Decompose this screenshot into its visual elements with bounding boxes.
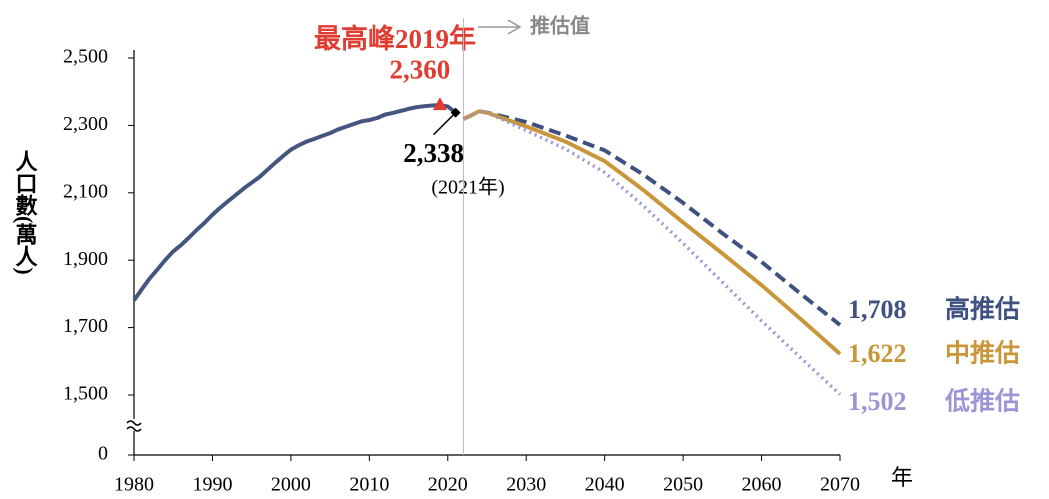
x-tick-label: 2050 (663, 474, 703, 496)
y-tick-label: 2,100 (63, 180, 108, 202)
y-tick-label: 1,700 (63, 315, 108, 337)
x-tick-label: 1980 (114, 474, 154, 496)
latest-year-annotation: (2021年) (431, 176, 504, 199)
latest-pointer (433, 114, 455, 136)
series-line (462, 109, 842, 327)
legend-label: 高推估 (945, 295, 1020, 324)
peak-marker (432, 97, 447, 111)
series-line (462, 109, 842, 356)
x-tick-label: 2000 (271, 474, 311, 496)
y-tick-label: 0 (98, 443, 108, 465)
x-tick-label: 1990 (192, 474, 232, 496)
y-tick-label: 1,900 (63, 248, 108, 270)
y-axis-label: 人口數(萬人) (13, 150, 38, 275)
y-tick-label: 1,500 (63, 383, 108, 405)
projection-arrow-head (507, 19, 522, 35)
series-line (132, 103, 457, 302)
projection-annotation: 推估值 (530, 14, 590, 38)
x-axis-label: 年 (891, 465, 913, 490)
peak-annotation: 最高峰2019年 (314, 23, 476, 54)
y-tick-label: 2,500 (63, 46, 108, 68)
axis-break-gap (127, 419, 141, 431)
x-tick-label: 2030 (506, 474, 546, 496)
peak-label: 2,360 (390, 54, 451, 84)
axis-break (126, 420, 142, 432)
x-tick-label: 2010 (349, 474, 389, 496)
latest-label: 2,338 (403, 138, 464, 168)
end-value-label: 1,622 (848, 339, 907, 368)
x-tick-label: 2020 (428, 474, 468, 496)
x-tick-label: 2060 (742, 474, 782, 496)
end-value-label: 1,708 (848, 295, 907, 324)
end-value-label: 1,502 (848, 387, 907, 416)
y-tick-label: 2,300 (63, 113, 108, 135)
x-tick-label: 2040 (585, 474, 625, 496)
x-tick-label: 2070 (820, 474, 860, 496)
legend-label: 中推估 (945, 340, 1020, 368)
legend-label: 低推估 (944, 388, 1020, 416)
series-line (462, 109, 842, 396)
